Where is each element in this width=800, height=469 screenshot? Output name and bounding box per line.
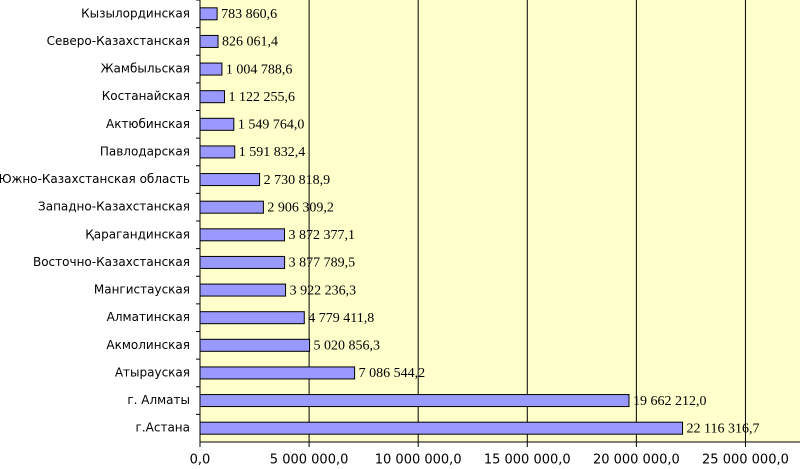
y-tick-label: Атырауская bbox=[115, 365, 190, 379]
bar bbox=[199, 366, 356, 380]
bar bbox=[199, 7, 218, 21]
value-label: 826 061,4 bbox=[222, 35, 278, 50]
x-tick-label: 25 000 000,0 bbox=[702, 453, 789, 468]
bar bbox=[199, 394, 630, 408]
y-tick-label: Акмолинская bbox=[106, 338, 190, 352]
value-label: 783 860,6 bbox=[221, 7, 277, 22]
y-tick-label: Западно-Казахстанская bbox=[38, 200, 190, 214]
y-tick-label: Қарагандинская bbox=[85, 227, 190, 241]
bar bbox=[199, 255, 286, 269]
x-tick-label: 10 000 000,0 bbox=[375, 453, 462, 468]
bar bbox=[199, 421, 684, 435]
value-label: 2 906 309,2 bbox=[267, 200, 334, 215]
x-tick-label: 20 000 000,0 bbox=[593, 453, 680, 468]
y-tick-label: Мангистауская bbox=[94, 283, 190, 297]
y-tick-label: Актюбинская bbox=[106, 117, 190, 131]
y-tick-label: г. Алматы bbox=[127, 393, 190, 407]
y-tick-label: Павлодарская bbox=[100, 144, 190, 158]
y-tick-label: г.Астана bbox=[136, 421, 190, 435]
bar bbox=[199, 145, 236, 159]
bar bbox=[199, 228, 285, 242]
y-tick-label: Кызылординская bbox=[81, 6, 190, 20]
bar bbox=[199, 200, 264, 214]
y-tick-label: Северо-Казахстанская bbox=[47, 34, 190, 48]
y-tick-label: Костанайская bbox=[102, 89, 190, 103]
bar bbox=[199, 90, 225, 104]
y-tick-label: Южно-Казахстанская область bbox=[0, 172, 190, 186]
y-tick-label: Алматинская bbox=[107, 310, 190, 324]
bar bbox=[199, 338, 311, 352]
bar bbox=[199, 173, 261, 187]
x-tick-label: 5 000 000,0 bbox=[270, 453, 349, 468]
x-tick-label: 0,0 bbox=[190, 453, 211, 468]
value-label: 1 549 764,0 bbox=[238, 118, 305, 133]
value-label: 7 086 544,2 bbox=[359, 366, 426, 381]
bar bbox=[199, 283, 287, 297]
value-label: 3 922 236,3 bbox=[290, 283, 357, 298]
value-label: 1 122 255,6 bbox=[228, 90, 295, 105]
value-label: 4 779 411,8 bbox=[308, 311, 374, 326]
value-label: 1 004 788,6 bbox=[226, 62, 293, 77]
value-label: 3 872 377,1 bbox=[288, 228, 355, 243]
value-label: 22 116 316,7 bbox=[687, 421, 760, 436]
y-tick-label: Жамбыльская bbox=[101, 62, 190, 76]
value-label: 3 877 789,5 bbox=[289, 256, 356, 271]
value-label: 2 730 818,9 bbox=[264, 173, 331, 188]
x-tick-label: 15 000 000,0 bbox=[484, 453, 571, 468]
bar bbox=[199, 311, 305, 325]
value-label: 5 020 856,3 bbox=[314, 339, 381, 354]
bar bbox=[199, 34, 219, 48]
bar bbox=[199, 62, 223, 76]
value-label: 1 591 832,4 bbox=[239, 145, 306, 160]
bar bbox=[199, 117, 235, 131]
value-label: 19 662 212,0 bbox=[633, 394, 707, 409]
y-tick-label: Восточно-Казахстанская bbox=[33, 255, 190, 269]
